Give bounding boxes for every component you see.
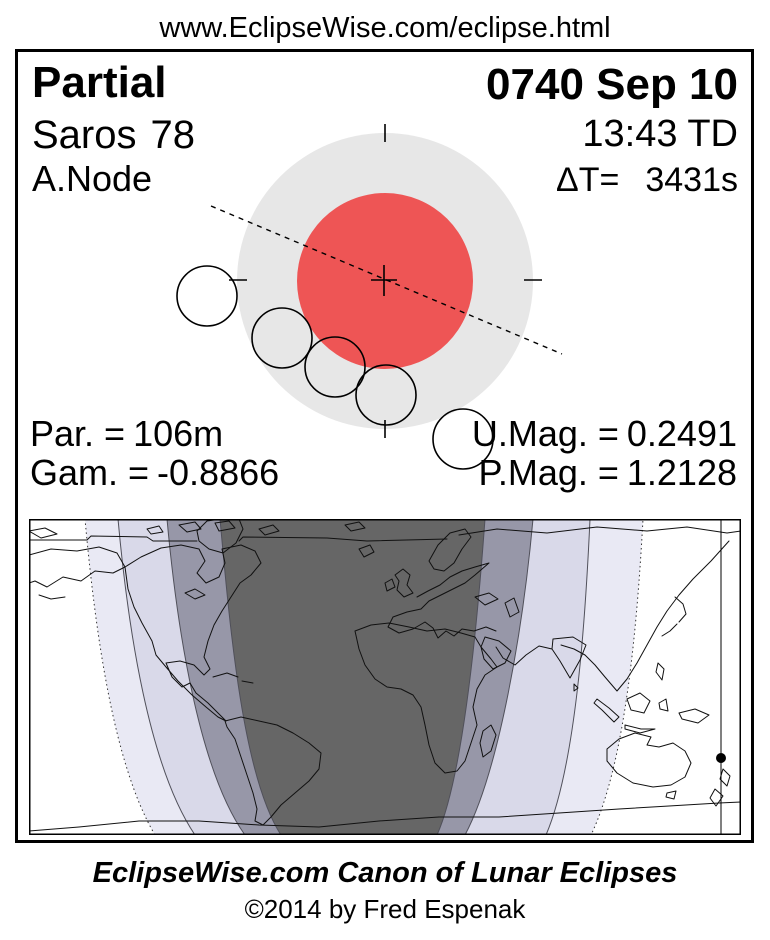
moon-position-1 — [176, 265, 238, 327]
penumbral-magnitude-label: P.Mag. = — [478, 452, 619, 493]
indonesia — [593, 692, 710, 734]
umbral-magnitude-stat: U.Mag. = 0.2491 — [472, 415, 737, 453]
penumbral-magnitude-stat: P.Mag. = 1.2128 — [478, 454, 737, 492]
gamma-value: -0.8866 — [157, 452, 280, 493]
arabia — [480, 636, 512, 670]
penumbral-magnitude-value: 1.2128 — [626, 452, 737, 493]
shadow-center-cross — [371, 265, 397, 296]
great-lakes — [184, 588, 206, 600]
black-caspian-seas — [474, 592, 520, 618]
north-america — [124, 544, 262, 722]
parallax-stat: Par. = 106m — [30, 415, 223, 453]
delta-t: ΔT= 3431s — [556, 162, 738, 198]
moon-position-3 — [304, 336, 366, 398]
visibility-bands — [84, 519, 644, 835]
asia-coast — [495, 540, 730, 692]
madagascar — [479, 724, 497, 758]
australia — [606, 732, 692, 800]
saros-series: Saros 78 — [32, 114, 195, 156]
footer-title: EclipseWise.com Canon of Lunar Eclipses — [92, 857, 678, 889]
japan-philippines — [655, 596, 687, 681]
parallax-value: 106m — [133, 413, 224, 454]
alaska — [29, 546, 126, 600]
caribbean — [212, 672, 254, 684]
sublunar-point — [716, 753, 726, 763]
antarctica-coast — [29, 801, 741, 832]
eclipse-card-frame: Partial Saros 78 A.Node 0740 Sep 10 13:43… — [15, 49, 754, 843]
shadow-geometry-diagram — [176, 124, 563, 470]
eclipse-type: Partial — [32, 58, 167, 107]
arctic-islands — [29, 520, 366, 539]
moon-position-4 — [355, 364, 417, 426]
footer-copyright: ©2014 by Fred Espenak — [244, 894, 526, 924]
eclipse-date: 0740 Sep 10 — [486, 60, 738, 109]
moon-position-2 — [251, 307, 313, 369]
map-frame — [29, 519, 741, 835]
saros-label: Saros — [32, 113, 137, 157]
gamma-label: Gam. = — [30, 452, 150, 493]
node-type: A.Node — [32, 158, 153, 199]
umbral-magnitude-value: 0.2491 — [626, 413, 737, 454]
band-entire-eclipse-visible — [219, 519, 486, 835]
europe — [387, 562, 497, 639]
visibility-world-map — [29, 519, 741, 835]
africa — [354, 622, 498, 774]
south-america — [224, 716, 322, 826]
parallax-label: Par. = — [30, 413, 126, 454]
umbral-magnitude-label: U.Mag. = — [471, 413, 619, 454]
moon-contact-positions — [176, 265, 494, 470]
delta-t-label: ΔT= — [556, 161, 620, 199]
india — [551, 636, 587, 692]
saros-number: 78 — [150, 113, 196, 157]
gamma-stat: Gam. = -0.8866 — [30, 454, 279, 492]
umbra-circle — [297, 193, 473, 369]
arctic-coast — [29, 526, 741, 542]
site-url: www.EclipseWise.com/eclipse.html — [159, 12, 611, 44]
eclipse-time: 13:43 TD — [582, 113, 738, 155]
moon-position-5 — [432, 408, 494, 470]
british-isles-iceland — [358, 544, 414, 598]
coastlines — [29, 519, 741, 832]
delta-t-value: 3431s — [645, 161, 738, 199]
scandinavia — [428, 528, 472, 572]
